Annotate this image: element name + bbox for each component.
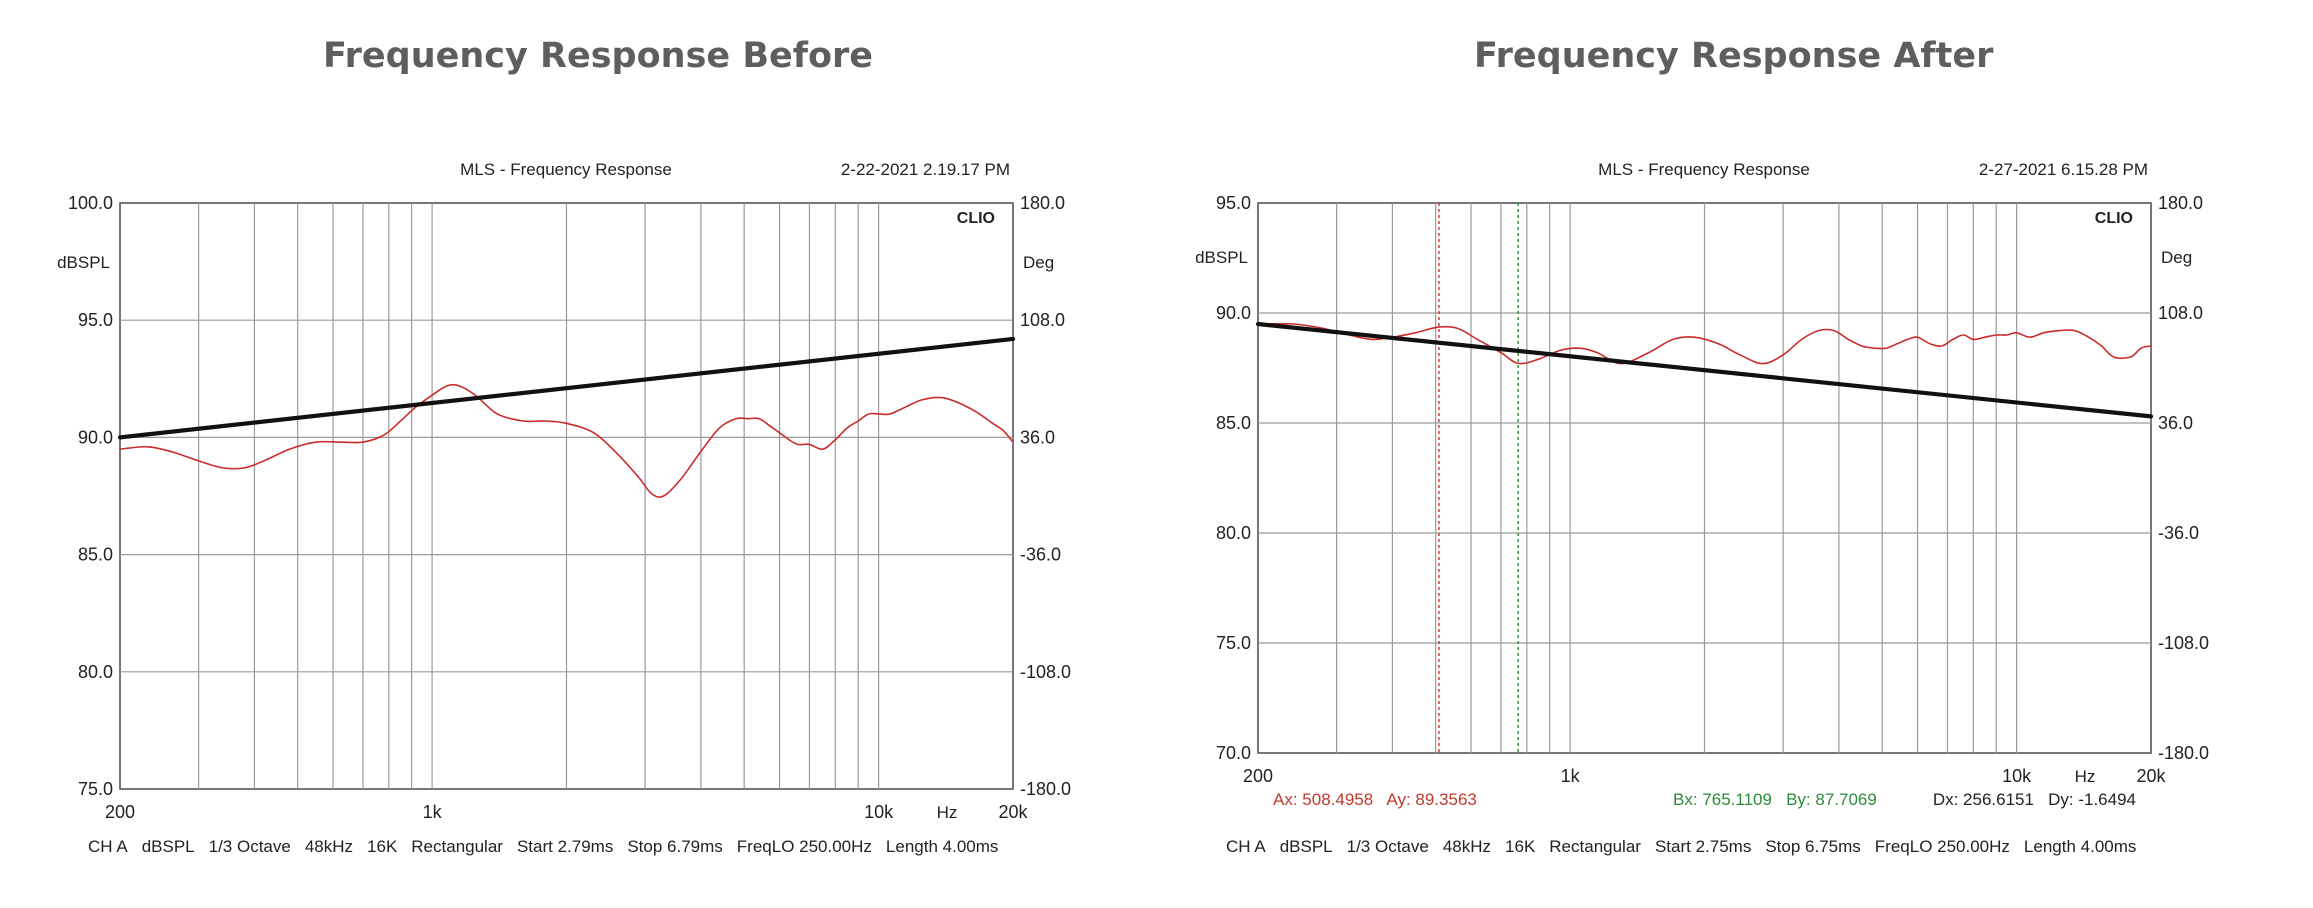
y2-tick-label: 108.0 (2158, 303, 2203, 323)
y2-tick-label: 180.0 (1020, 193, 1065, 213)
y-tick-label: 70.0 (1216, 743, 1251, 763)
setting-item: Stop 6.75ms (1765, 837, 1860, 856)
x-axis-labels: 200 1k 10k 20k (1243, 766, 2167, 786)
cursor-readouts: Ax: 508.4958 Ay: 89.3563 Bx: 765.1109 By:… (1273, 790, 2136, 809)
y2-axis-labels: -180.0 -108.0 -36.0 36.0 108.0 180.0 (2158, 193, 2209, 763)
trend-line (117, 336, 1016, 440)
setting-item: 1/3 Octave (209, 837, 291, 856)
series-layer (1255, 321, 2154, 419)
setting-item: FreqLO 250.00Hz (737, 837, 872, 856)
x-tick-label: 1k (423, 802, 443, 822)
chart-heading-after: Frequency Response After (1474, 36, 1994, 76)
trend-line (1255, 321, 2154, 419)
x-tick-label: 10k (2002, 766, 2032, 786)
right-axis-unit: Deg (1023, 253, 1054, 272)
setting-item: Stop 6.79ms (627, 837, 722, 856)
chart-timestamp: 2-27-2021 6.15.28 PM (1979, 160, 2148, 179)
acquisition-settings: CH A dBSPL 1/3 Octave 48kHz 16K Rectangular St… (88, 837, 998, 856)
x-axis-labels: 200 1k 10k 20k (105, 802, 1029, 822)
y-tick-label: 95.0 (1216, 193, 1251, 213)
setting-item: Length 4.00ms (886, 837, 998, 856)
y-axis-labels: 70.0 75.0 80.0 85.0 90.0 95.0 (1216, 193, 1251, 763)
setting-item: Length 4.00ms (2024, 837, 2136, 856)
setting-item: Start 2.75ms (1655, 837, 1751, 856)
y2-tick-label: 36.0 (1020, 427, 1055, 447)
y-tick-label: 90.0 (78, 427, 113, 447)
y-tick-label: 90.0 (1216, 303, 1251, 323)
frequency-response-before-chart: MLS - Frequency Response 2-22-2021 2.19.… (57, 160, 1071, 856)
x-tick-label: 200 (105, 802, 135, 822)
y-tick-label: 85.0 (78, 545, 113, 565)
x-tick-label: 200 (1243, 766, 1273, 786)
y2-tick-label: 180.0 (2158, 193, 2203, 213)
grid (1258, 203, 2151, 753)
x-tick-label: 20k (998, 802, 1028, 822)
frequency-response-after-chart: MLS - Frequency Response 2-27-2021 6.15.… (1195, 160, 2209, 856)
y2-tick-label: -180.0 (2158, 743, 2209, 763)
y2-axis-labels: -180.0 -108.0 -36.0 36.0 108.0 180.0 (1020, 193, 1071, 799)
y2-tick-label: 36.0 (2158, 413, 2193, 433)
y-tick-label: 95.0 (78, 310, 113, 330)
brand-label: CLIO (2095, 210, 2133, 227)
setting-item: CH A (88, 837, 128, 856)
setting-item: 48kHz (305, 837, 353, 856)
setting-item: 48kHz (1443, 837, 1491, 856)
x-tick-label: 20k (2136, 766, 2166, 786)
y2-tick-label: -108.0 (1020, 662, 1071, 682)
cursor-readout: Ax: 508.4958 Ay: 89.3563 (1273, 790, 1477, 809)
y-tick-label: 80.0 (78, 662, 113, 682)
setting-item: FreqLO 250.00Hz (1875, 837, 2010, 856)
y2-tick-label: -36.0 (1020, 545, 1061, 565)
y-tick-label: 75.0 (78, 779, 113, 799)
grid (120, 203, 1013, 789)
y-tick-label: 80.0 (1216, 523, 1251, 543)
chart-heading-before: Frequency Response Before (323, 36, 874, 76)
magnitude-curve (119, 383, 1014, 498)
series-layer (117, 336, 1016, 498)
y2-tick-label: -36.0 (2158, 523, 2199, 543)
right-axis-unit: Deg (2161, 248, 2192, 267)
setting-item: Rectangular (411, 837, 503, 856)
y-tick-label: 75.0 (1216, 633, 1251, 653)
setting-item: dBSPL (1280, 837, 1333, 856)
left-axis-unit: dBSPL (57, 253, 110, 272)
magnitude-curve (1257, 322, 2152, 365)
y-tick-label: 100.0 (68, 193, 113, 213)
chart-title: MLS - Frequency Response (460, 160, 672, 179)
y2-tick-label: -180.0 (1020, 779, 1071, 799)
setting-item: Start 2.79ms (517, 837, 613, 856)
setting-item: CH A (1226, 837, 1266, 856)
setting-item: 16K (367, 837, 398, 856)
cursor-readout: Bx: 765.1109 By: 87.7069 (1673, 790, 1877, 809)
x-axis-unit: Hz (937, 803, 958, 822)
x-tick-label: 1k (1561, 766, 1581, 786)
setting-item: 16K (1505, 837, 1536, 856)
y2-tick-label: 108.0 (1020, 310, 1065, 330)
cursors (1438, 203, 1519, 753)
setting-item: 1/3 Octave (1347, 837, 1429, 856)
setting-item: dBSPL (142, 837, 195, 856)
x-axis-unit: Hz (2075, 767, 2096, 786)
chart-timestamp: 2-22-2021 2.19.17 PM (841, 160, 1010, 179)
left-axis-unit: dBSPL (1195, 248, 1248, 267)
y-axis-labels: 75.0 80.0 85.0 90.0 95.0 100.0 (68, 193, 113, 799)
setting-item: Rectangular (1549, 837, 1641, 856)
acquisition-settings: CH A dBSPL 1/3 Octave 48kHz 16K Rectangular St… (1226, 837, 2136, 856)
brand-label: CLIO (957, 210, 995, 227)
chart-title: MLS - Frequency Response (1598, 160, 1810, 179)
cursor-readout: Dx: 256.6151 Dy: -1.6494 (1933, 790, 2136, 809)
y-tick-label: 85.0 (1216, 413, 1251, 433)
x-tick-label: 10k (864, 802, 894, 822)
y2-tick-label: -108.0 (2158, 633, 2209, 653)
